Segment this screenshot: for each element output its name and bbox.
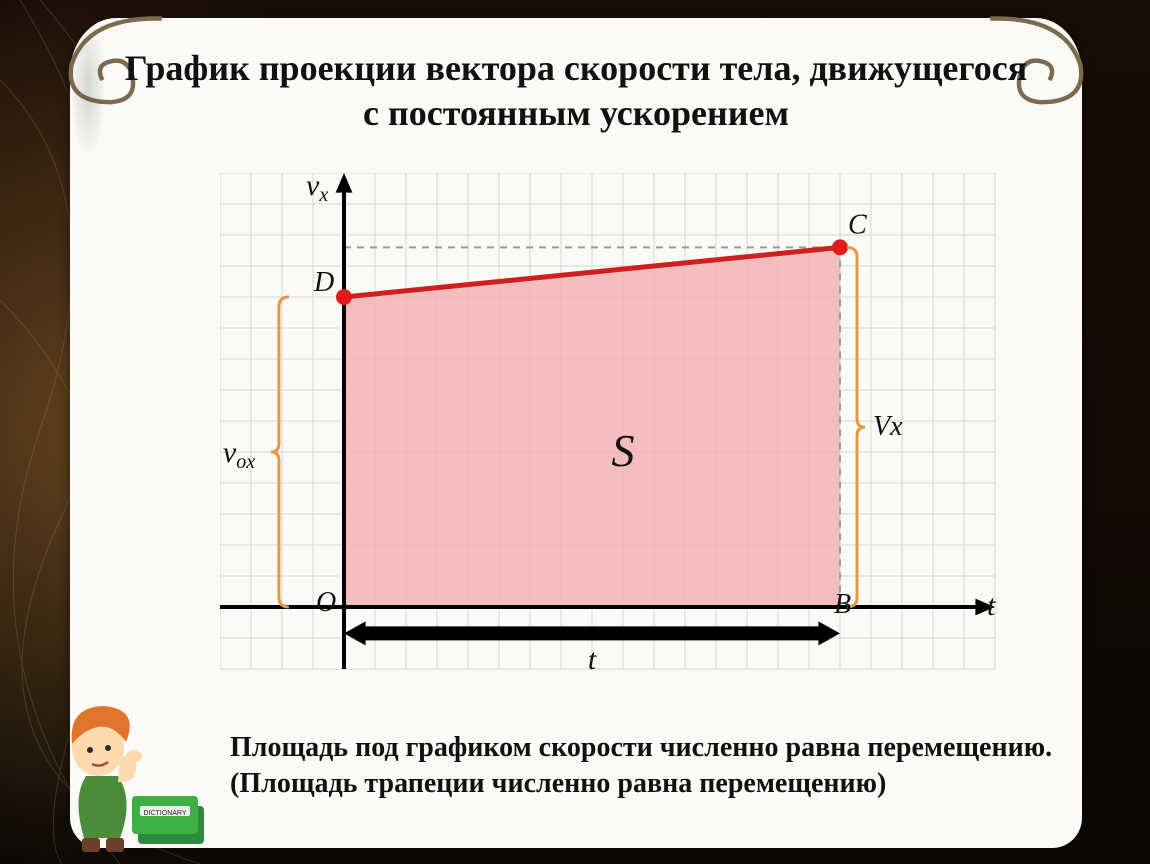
x-axis-label: t: [987, 589, 996, 622]
vx-brace: [847, 247, 865, 607]
chart-svg: vx t O D C B Svox Vx t: [220, 173, 1020, 708]
y-axis-label: vx: [306, 173, 328, 206]
thinking-boy-illustration: DICTIONARY: [42, 688, 222, 858]
t-interval-label: t: [588, 643, 597, 676]
velocity-time-chart: vx t O D C B Svox Vx t: [220, 173, 1020, 708]
origin-label: O: [316, 587, 336, 618]
area-trapezoid: [344, 247, 840, 607]
point-D-label: D: [313, 267, 334, 298]
point-C: [832, 239, 848, 255]
vox-label: vox: [223, 436, 255, 473]
point-D: [336, 289, 352, 305]
area-label: S: [612, 425, 635, 476]
slide-caption: Площадь под графиком скорости численно р…: [230, 730, 1062, 803]
vx-label: Vx: [873, 411, 903, 442]
slide-scroll: График проекции вектора скорости тела, д…: [70, 18, 1082, 848]
slide-title: График проекции вектора скорости тела, д…: [70, 46, 1082, 136]
point-C-label: C: [848, 209, 867, 240]
point-B-label: B: [834, 589, 851, 620]
svg-text:DICTIONARY: DICTIONARY: [143, 810, 186, 817]
